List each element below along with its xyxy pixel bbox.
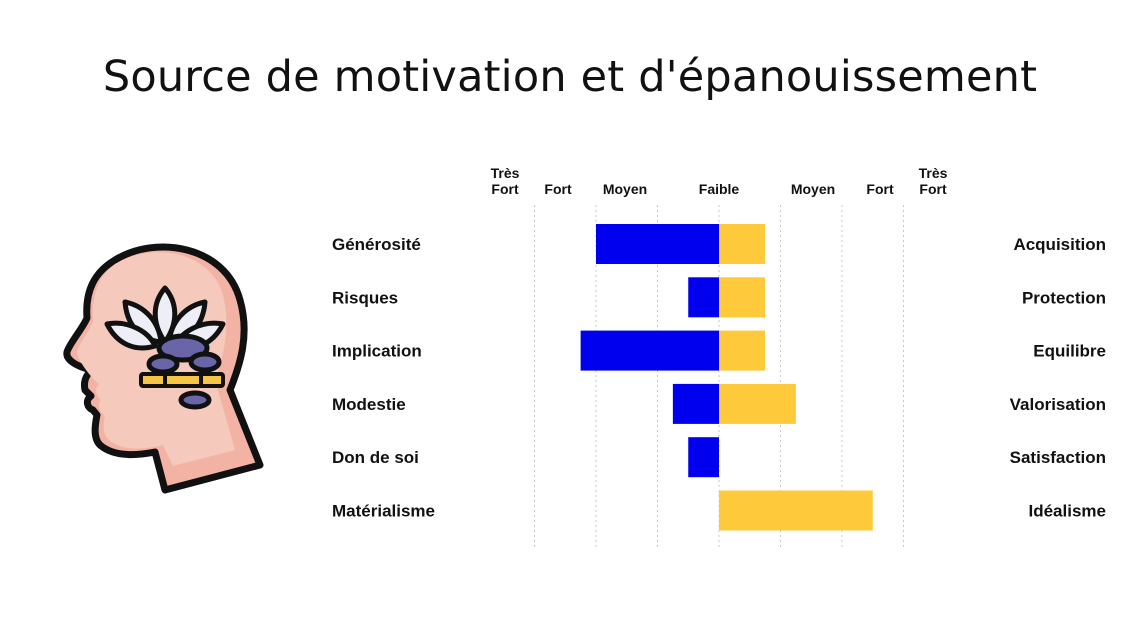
bars xyxy=(580,224,873,531)
right-category-label: Idéalisme xyxy=(1029,502,1107,521)
left-category-label: Risques xyxy=(332,288,398,307)
page-title: Source de motivation et d'épanouissement xyxy=(102,52,1038,102)
bar-left xyxy=(688,437,719,478)
x-tick-label: Fort xyxy=(866,181,894,197)
x-tick-label: Très Fort xyxy=(491,165,520,197)
row-labels: Générosité Risques Implication Modestie Don … xyxy=(332,235,1106,521)
left-category-label: Matérialisme xyxy=(332,502,435,521)
right-category-label: Equilibre xyxy=(1033,342,1106,361)
bar-left xyxy=(688,277,719,318)
bar-left xyxy=(580,330,719,371)
right-category-label: Satisfaction xyxy=(1010,448,1106,467)
bar-right xyxy=(719,330,766,371)
x-tick-label: Fort xyxy=(544,181,572,197)
bar-right xyxy=(719,383,796,424)
head-with-lotus-and-stones-icon xyxy=(63,243,264,494)
bar-left xyxy=(596,224,719,264)
x-tick-label: Faible xyxy=(699,181,740,197)
left-category-label: Modestie xyxy=(332,395,406,414)
x-tick-label: Moyen xyxy=(791,181,835,197)
right-category-label: Acquisition xyxy=(1013,235,1106,254)
x-tick-label: Très Fort xyxy=(919,165,948,197)
bar-right xyxy=(719,224,766,264)
bar-right xyxy=(719,490,873,531)
bar-left xyxy=(672,383,719,424)
x-tick-label: Moyen xyxy=(603,181,647,197)
right-category-label: Valorisation xyxy=(1010,395,1106,414)
x-tick-labels: Très Fort Fort Moyen Faible Moyen Fort Très Fort xyxy=(491,165,948,197)
left-category-label: Implication xyxy=(332,342,422,361)
left-category-label: Générosité xyxy=(332,235,421,254)
right-category-label: Protection xyxy=(1022,288,1106,307)
left-category-label: Don de soi xyxy=(332,448,419,467)
bar-right xyxy=(719,277,766,318)
